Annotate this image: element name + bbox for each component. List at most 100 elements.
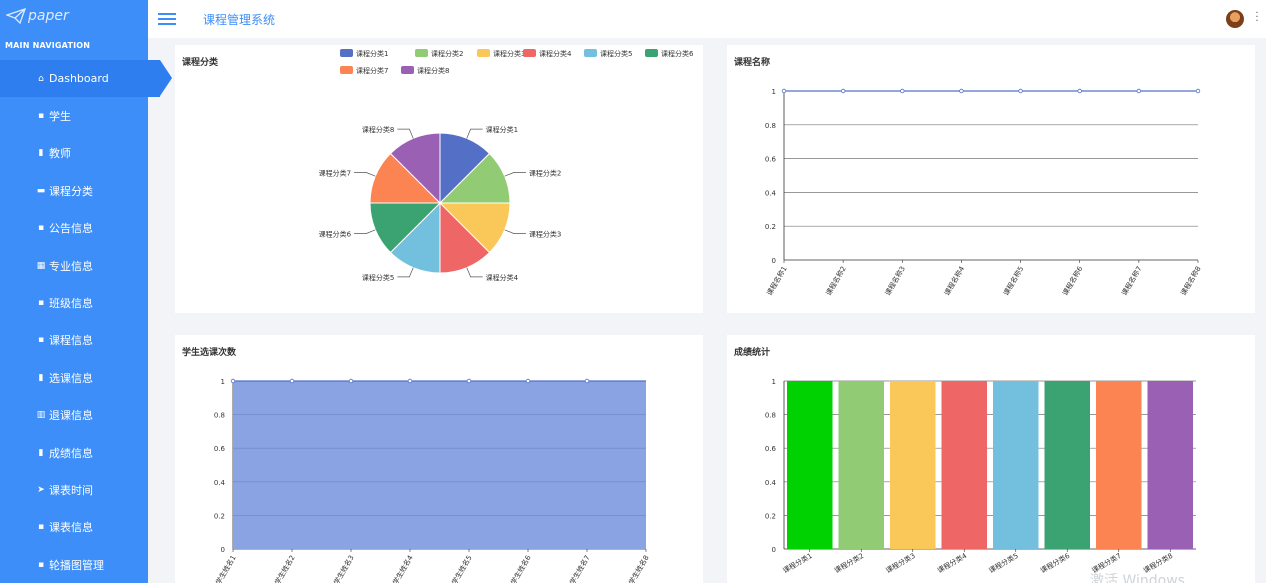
pie-leader-line xyxy=(397,128,414,139)
x-tick-label: 课程名称1 xyxy=(765,265,789,298)
y-tick-label: 0.8 xyxy=(765,122,776,130)
avatar[interactable] xyxy=(1226,10,1244,28)
pie-chart-card: 课程分类 课程分类1 课程分类2 课程分类3 课程分类4 课程分类5 课程分类6 课程分类7… xyxy=(175,45,703,313)
sidebar-item-8[interactable]: ▮ 选课信息 xyxy=(0,359,148,396)
x-tick-label: 课程名称7 xyxy=(1120,265,1144,298)
grid-icon: ▪ xyxy=(37,111,45,122)
grid-icon: ▪ xyxy=(37,559,45,570)
sidebar-item-5[interactable]: ▦ 专业信息 xyxy=(0,247,148,284)
paper-plane-logo-icon xyxy=(6,8,26,24)
y-tick-label: 1 xyxy=(221,378,225,386)
sidebar-item-label: 选课信息 xyxy=(49,371,93,385)
sidebar-item-4[interactable]: ▪ 公告信息 xyxy=(0,210,148,247)
data-point xyxy=(1018,88,1023,94)
menu-toggle-icon[interactable] xyxy=(158,10,176,28)
data-point xyxy=(466,378,472,384)
bar-chart-card: 成绩统计 0 0.2 0.4 0.6 0.8 1 课程分类1 课程分类2 课程分类3 课程分类4 课… xyxy=(727,335,1255,583)
card-title: 课程名称 xyxy=(734,58,771,68)
legend-label: 课程分类5 xyxy=(600,49,632,58)
bar xyxy=(838,381,884,549)
x-tick-label: 学生姓名2 xyxy=(273,554,297,583)
clipboard-icon: ▮ xyxy=(38,148,44,159)
y-tick-label: 0.6 xyxy=(214,445,226,453)
sidebar-item-0[interactable]: ⌂ Dashboard xyxy=(0,60,172,98)
sidebar-item-label: 课程分类 xyxy=(49,184,93,198)
y-tick-label: 0.8 xyxy=(765,412,776,420)
y-tick-label: 0.2 xyxy=(765,512,776,520)
y-tick-label: 0.6 xyxy=(765,156,777,164)
sidebar-item-13[interactable]: ▪ 轮播图管理 xyxy=(0,546,148,583)
sidebar-item-label: 轮播图管理 xyxy=(49,558,104,572)
legend-label: 课程分类6 xyxy=(661,49,694,58)
area-chart: 0 0.2 0.4 0.6 0.8 1 学生姓名1 学生姓名2 学生姓名3 学生姓名4 学生姓名5 学… xyxy=(214,378,651,583)
sidebar-item-10[interactable]: ▮ 成绩信息 xyxy=(0,434,148,471)
y-tick-label: 0.2 xyxy=(214,512,225,520)
sidebar-item-9[interactable]: ▥ 退课信息 xyxy=(0,397,148,434)
x-tick-label: 课程分类3 xyxy=(884,551,917,575)
pie-label: 课程分类8 xyxy=(362,125,394,134)
data-point xyxy=(1195,88,1201,94)
legend-label: 课程分类4 xyxy=(539,49,572,58)
pie-leader-line xyxy=(354,229,376,234)
sidebar-item-label: 课表信息 xyxy=(49,521,93,535)
x-tick-label: 课程分类1 xyxy=(781,551,814,575)
x-tick-label: 学生姓名4 xyxy=(391,553,415,583)
data-point xyxy=(230,378,236,384)
y-tick-label: 0.4 xyxy=(214,479,226,487)
bar xyxy=(890,381,936,549)
line-chart-card: 课程名称 0 0.2 0.4 0.6 0.8 1 课程名称1 课程名称2 课程名称3 课程名称4 课… xyxy=(727,45,1255,313)
legend-swatch xyxy=(477,49,490,57)
data-point xyxy=(900,88,905,94)
data-point xyxy=(525,378,531,384)
card-title: 成绩统计 xyxy=(734,348,771,358)
sidebar-item-1[interactable]: ▪ 学生 xyxy=(0,97,148,134)
data-point xyxy=(781,88,787,94)
sidebar-item-3[interactable]: ▬ 课程分类 xyxy=(0,172,148,209)
x-tick-label: 课程分类5 xyxy=(987,551,1020,575)
sidebar-item-label: 成绩信息 xyxy=(49,446,93,460)
sidebar-item-label: 课表时间 xyxy=(49,483,93,497)
y-tick-label: 0 xyxy=(772,546,776,554)
sidebar-item-7[interactable]: ▪ 课程信息 xyxy=(0,322,148,359)
sidebar-item-2[interactable]: ▮ 教师 xyxy=(0,135,148,172)
windows-watermark: 激活 Windows xyxy=(1090,573,1185,583)
bar-chart-icon: ▥ xyxy=(36,410,46,421)
data-point xyxy=(348,378,354,384)
area-fill xyxy=(233,381,646,549)
pie-label: 课程分类2 xyxy=(529,168,561,177)
more-vertical-icon[interactable]: · · · xyxy=(1255,8,1259,27)
top-header: 课程管理系统 · · · xyxy=(148,0,1266,38)
logo-text: paper xyxy=(28,8,69,24)
legend-label: 课程分类2 xyxy=(431,49,463,58)
sidebar-item-12[interactable]: ▪ 课表信息 xyxy=(0,509,148,546)
y-tick-label: 1 xyxy=(772,88,776,96)
app-title: 课程管理系统 xyxy=(203,12,276,27)
sidebar-item-label: 退课信息 xyxy=(49,409,93,423)
y-tick-label: 0.4 xyxy=(765,479,777,487)
sidebar-item-label: 学生 xyxy=(49,110,71,124)
y-tick-label: 0 xyxy=(221,546,225,554)
x-tick-label: 课程分类4 xyxy=(936,551,969,575)
x-tick-label: 课程分类6 xyxy=(1039,551,1072,575)
sidebar-item-11[interactable]: ➤ 课表时间 xyxy=(0,471,148,508)
x-tick-label: 学生姓名6 xyxy=(509,553,533,583)
pie-label: 课程分类4 xyxy=(486,273,519,282)
bar xyxy=(993,381,1039,549)
data-point xyxy=(959,88,964,94)
pie-slice xyxy=(389,132,441,205)
data-point xyxy=(407,378,413,384)
x-tick-label: 课程名称3 xyxy=(883,265,907,298)
logo[interactable]: paper xyxy=(0,0,148,32)
x-tick-label: 课程名称2 xyxy=(824,265,848,298)
bar xyxy=(1096,381,1142,549)
legend-label: 课程分类8 xyxy=(417,66,449,75)
clipboard-icon: ▮ xyxy=(38,447,44,458)
data-point xyxy=(840,88,846,94)
pie-leader-line xyxy=(397,267,414,278)
pie-leader-line xyxy=(504,172,526,177)
clipboard-icon: ▮ xyxy=(38,372,44,383)
grid-icon: ▪ xyxy=(37,522,45,533)
sidebar-item-label: Dashboard xyxy=(49,72,109,86)
sidebar-item-label: 班级信息 xyxy=(49,297,93,311)
sidebar-item-6[interactable]: ▪ 班级信息 xyxy=(0,284,148,321)
